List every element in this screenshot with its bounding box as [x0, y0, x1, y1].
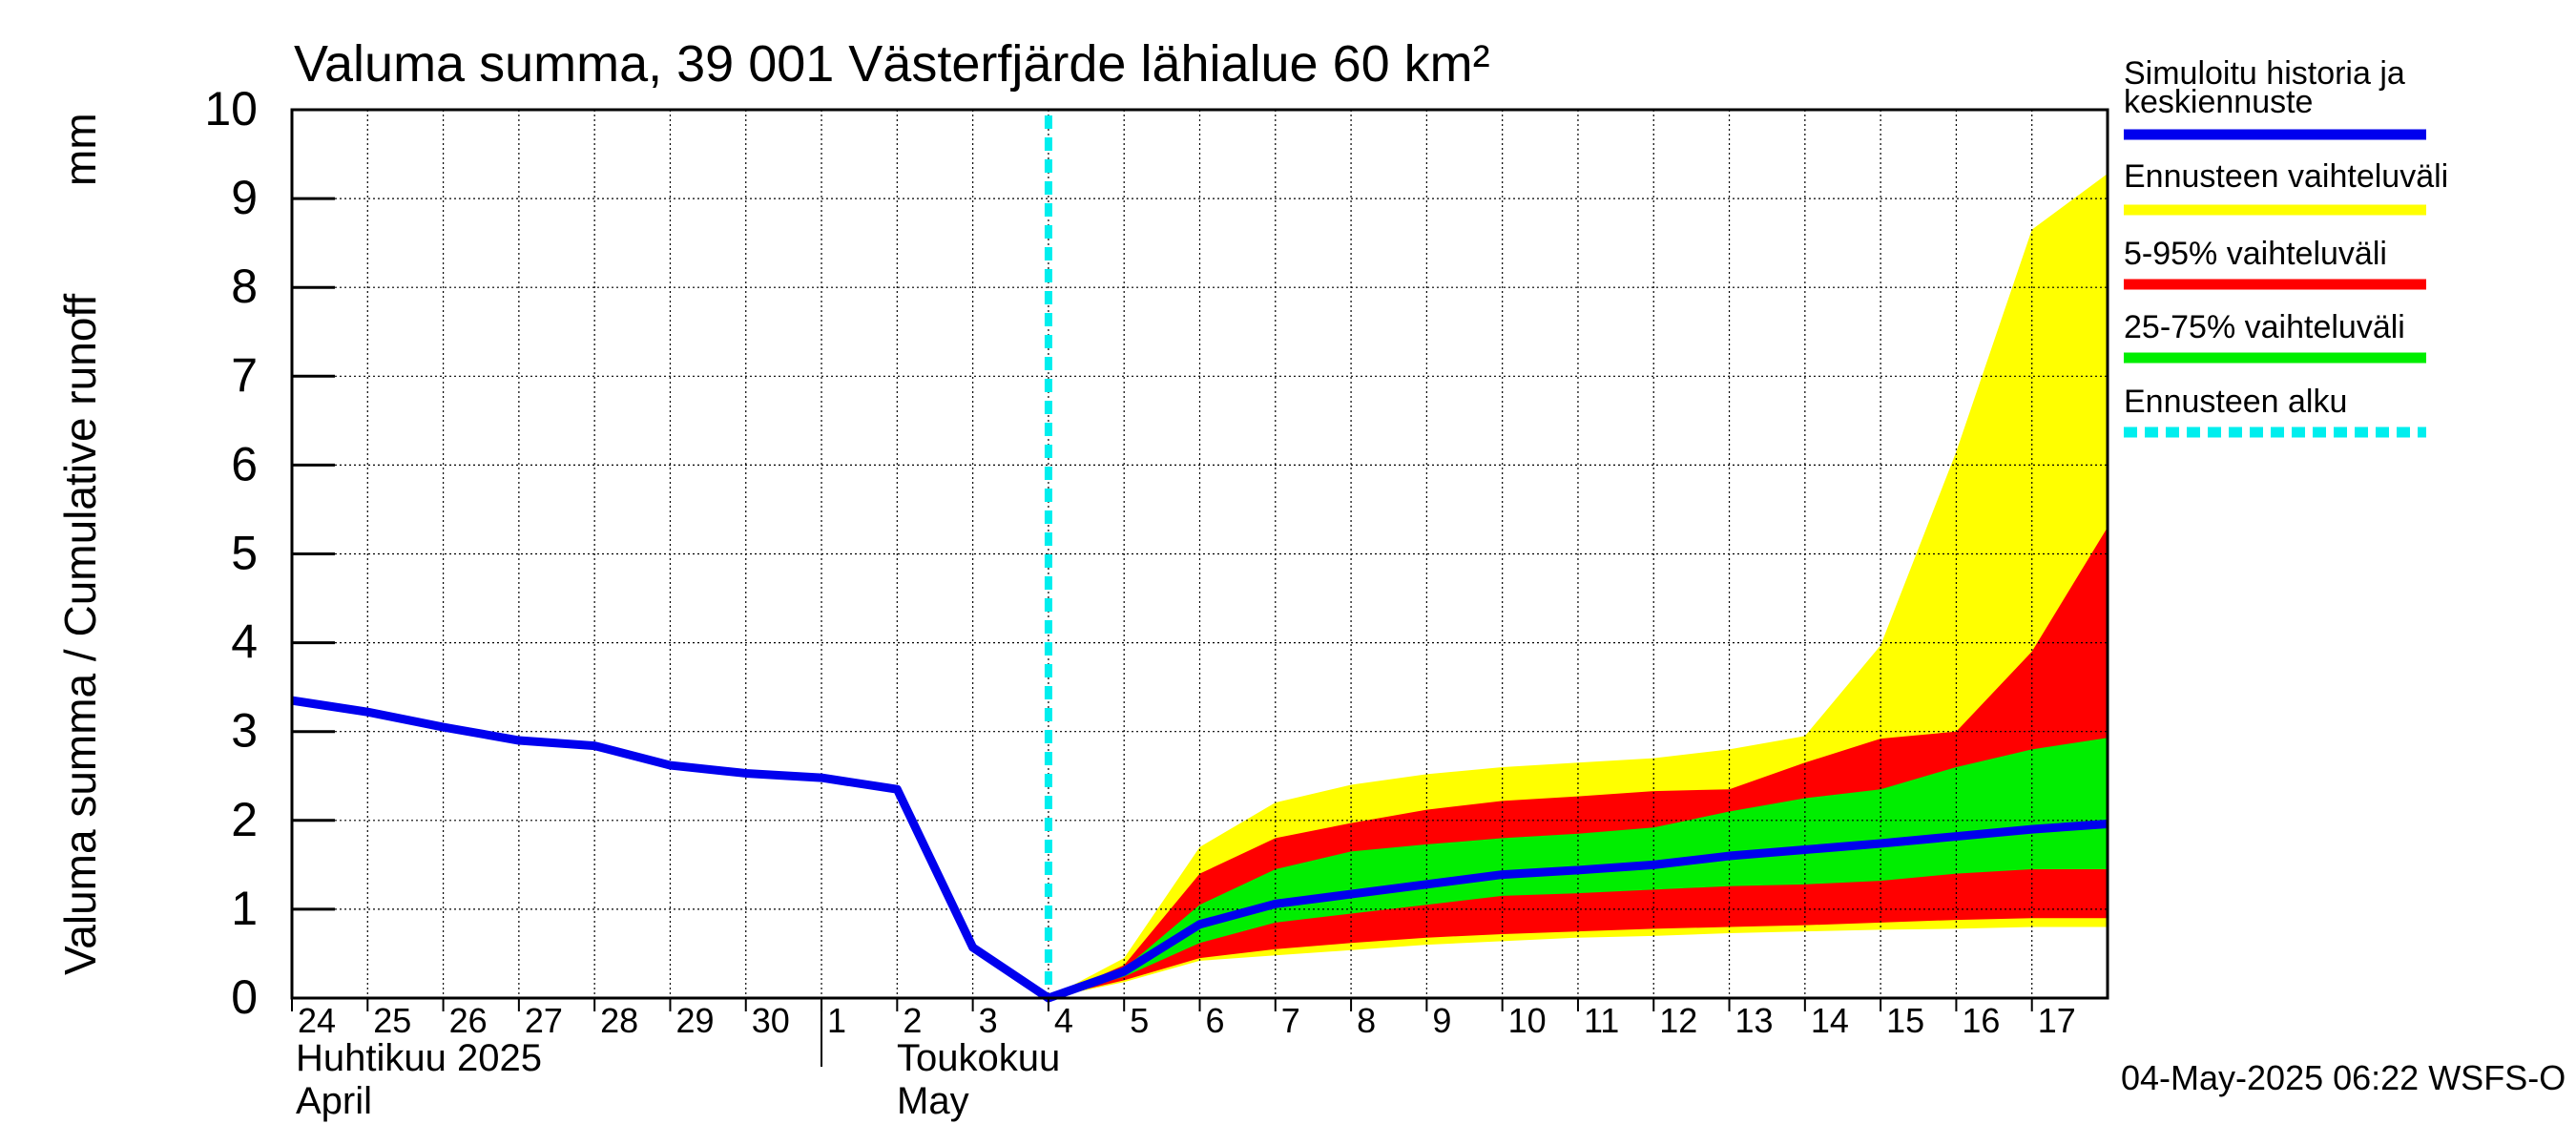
y-tick-label: 3 [231, 704, 258, 758]
month-label: Huhtikuu 2025 [296, 1037, 542, 1079]
y-tick-label: 4 [231, 615, 258, 669]
x-tick-label: 1 [827, 1001, 846, 1040]
y-tick-label: 1 [231, 882, 258, 935]
x-tick-label: 10 [1508, 1001, 1547, 1040]
x-tick-label: 8 [1357, 1001, 1376, 1040]
x-tick-label: 9 [1432, 1001, 1451, 1040]
series-line-mean [291, 696, 2109, 1003]
x-tick-label: 27 [525, 1001, 563, 1040]
y-tick-label: 7 [231, 348, 258, 402]
month-label: Toukokuu [897, 1037, 1060, 1079]
x-tick-label: 15 [1886, 1001, 1924, 1040]
x-tick-label: 29 [675, 1001, 714, 1040]
legend-label: Ennusteen vaihteluväli [2124, 158, 2448, 195]
y-tick-label: 9 [231, 171, 258, 224]
legend-label: 5-95% vaihteluväli [2124, 236, 2387, 272]
grid [292, 110, 2108, 998]
x-tick-label: 16 [1962, 1001, 2000, 1040]
month-label-en: May [897, 1080, 969, 1122]
chart-title: Valuma summa, 39 001 Västerfjärde lähial… [294, 35, 1490, 93]
y-tick-label: 10 [204, 82, 258, 135]
y-tick-label: 0 [231, 970, 258, 1024]
x-tick-label: 30 [752, 1001, 790, 1040]
x-tick-label: 3 [979, 1001, 998, 1040]
x-tick-label: 4 [1054, 1001, 1073, 1040]
x-tick-label: 14 [1811, 1001, 1849, 1040]
x-tick-label: 26 [449, 1001, 488, 1040]
timestamp-label: 04-May-2025 06:22 WSFS-O [2121, 1058, 2566, 1097]
x-tick-label: 2 [903, 1001, 922, 1040]
y-axis-label: Valuma summa / Cumulative runoff mm [55, 113, 105, 975]
legend-label-line2: keskiennuste [2124, 84, 2313, 120]
legend-label: Simuloitu historia ja [2124, 55, 2405, 92]
x-tick-label: 11 [1584, 1001, 1619, 1040]
x-tick-label: 5 [1130, 1001, 1149, 1040]
month-label-en: April [296, 1080, 372, 1122]
legend-label: Ennusteen alku [2124, 384, 2347, 420]
x-tick-label: 17 [2038, 1001, 2076, 1040]
x-tick-label: 12 [1659, 1001, 1697, 1040]
x-tick-label: 28 [600, 1001, 638, 1040]
legend-label: 25-75% vaihteluväli [2124, 309, 2405, 345]
x-tick-label: 13 [1735, 1001, 1774, 1040]
y-tick-label: 8 [231, 260, 258, 313]
x-tick-label: 6 [1206, 1001, 1225, 1040]
x-tick-label: 24 [298, 1001, 336, 1040]
y-axis-unit: mm [55, 113, 105, 186]
y-tick-label: 2 [231, 793, 258, 846]
y-tick-label: 6 [231, 437, 258, 490]
series-lines [291, 115, 2109, 1003]
y-axis-title: Valuma summa / Cumulative runoff [55, 294, 105, 975]
y-tick-label: 5 [231, 527, 258, 580]
x-tick-label: 7 [1281, 1001, 1300, 1040]
x-tick-label: 25 [373, 1001, 411, 1040]
